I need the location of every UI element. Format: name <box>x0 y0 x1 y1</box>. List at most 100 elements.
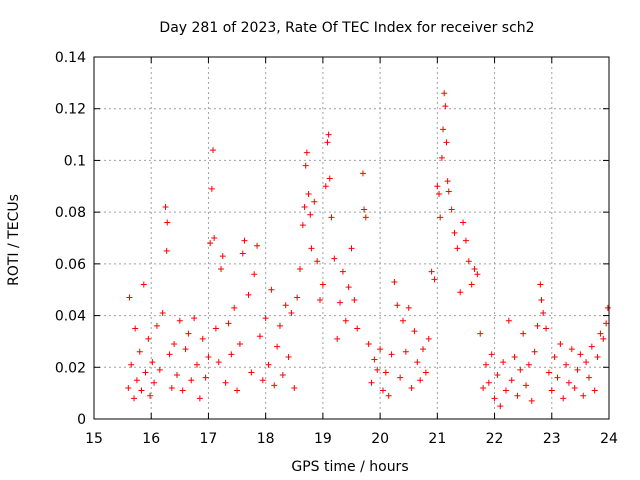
data-point <box>339 268 346 275</box>
data-point <box>377 346 384 353</box>
data-point <box>191 315 198 322</box>
x-tick-label: 17 <box>200 431 218 447</box>
data-point <box>268 286 275 293</box>
x-axis-ticks: 15 16 17 18 19 20 21 22 23 24 <box>85 57 618 447</box>
data-point <box>543 325 550 332</box>
data-point <box>147 392 154 399</box>
data-point <box>136 348 143 355</box>
data-point <box>397 374 404 381</box>
data-point <box>179 387 186 394</box>
data-point <box>557 341 564 348</box>
data-point <box>448 206 455 213</box>
data-point <box>585 374 592 381</box>
x-tick-label: 15 <box>85 431 103 447</box>
data-point <box>511 353 518 360</box>
x-axis-label: GPS time / hours <box>291 459 408 475</box>
x-tick-label: 20 <box>371 431 389 447</box>
data-point <box>334 335 341 342</box>
data-point <box>525 361 532 368</box>
data-point <box>457 289 464 296</box>
data-point <box>391 278 398 285</box>
data-point <box>302 162 309 169</box>
data-point <box>351 297 358 304</box>
data-point <box>445 188 452 195</box>
x-tick-label: 18 <box>257 431 275 447</box>
data-point <box>188 377 195 384</box>
data-point <box>480 384 487 391</box>
y-tick-label: 0.14 <box>55 50 86 66</box>
data-point <box>402 348 409 355</box>
data-point <box>594 353 601 360</box>
x-tick-label: 24 <box>600 431 618 447</box>
data-point <box>324 139 331 146</box>
data-point <box>554 374 561 381</box>
data-point <box>365 341 372 348</box>
data-point <box>568 346 575 353</box>
data-point <box>218 266 225 273</box>
x-tick-label: 19 <box>314 431 332 447</box>
data-point <box>431 276 438 283</box>
y-tick-label: 0 <box>77 412 86 428</box>
data-point <box>488 351 495 358</box>
y-axis-ticks: 0 0.02 0.04 0.06 0.08 0.1 0.12 0.14 <box>55 50 609 428</box>
data-point <box>294 294 301 301</box>
data-point <box>182 346 189 353</box>
data-point <box>583 359 590 366</box>
data-point <box>565 379 572 386</box>
data-point <box>500 359 507 366</box>
data-point <box>228 351 235 358</box>
data-point <box>234 387 241 394</box>
data-point <box>420 346 427 353</box>
data-point <box>517 366 524 373</box>
data-point <box>326 175 333 182</box>
data-point <box>465 258 472 265</box>
data-point <box>414 359 421 366</box>
data-point <box>305 191 312 198</box>
data-point <box>259 377 266 384</box>
data-point <box>505 317 512 324</box>
data-point <box>256 333 263 340</box>
data-point <box>138 387 145 394</box>
data-point <box>328 214 335 221</box>
data-point <box>437 214 444 221</box>
data-point <box>494 372 501 379</box>
x-tick-label: 16 <box>142 431 160 447</box>
data-point <box>374 366 381 373</box>
grid-lines <box>94 57 609 419</box>
data-point <box>162 203 169 210</box>
y-tick-label: 0.1 <box>64 153 86 169</box>
data-point <box>471 266 478 273</box>
data-point <box>325 131 332 138</box>
y-tick-label: 0.04 <box>55 309 86 325</box>
data-point <box>545 369 552 376</box>
data-point <box>443 139 450 146</box>
data-point <box>438 154 445 161</box>
chart-title: Day 281 of 2023, Rate Of TEC Index for r… <box>159 20 534 36</box>
data-point <box>248 369 255 376</box>
data-point <box>362 214 369 221</box>
data-point <box>307 211 314 218</box>
y-tick-label: 0.08 <box>55 205 86 221</box>
data-point <box>551 353 558 360</box>
data-point <box>482 361 489 368</box>
data-point <box>597 330 604 337</box>
data-point <box>322 183 329 190</box>
data-point <box>159 309 166 316</box>
data-point <box>211 235 218 241</box>
data-point <box>276 322 283 329</box>
data-point <box>442 103 449 110</box>
x-tick-label: 21 <box>428 431 446 447</box>
data-point <box>131 395 138 402</box>
data-point <box>274 343 281 350</box>
data-point <box>588 343 595 350</box>
data-point <box>436 191 443 198</box>
data-point <box>534 322 541 329</box>
data-point <box>345 284 352 291</box>
data-point <box>215 359 222 366</box>
data-point <box>202 374 209 381</box>
data-point <box>485 379 492 386</box>
data-point <box>382 369 389 376</box>
data-point <box>348 245 355 252</box>
data-point <box>303 149 310 156</box>
